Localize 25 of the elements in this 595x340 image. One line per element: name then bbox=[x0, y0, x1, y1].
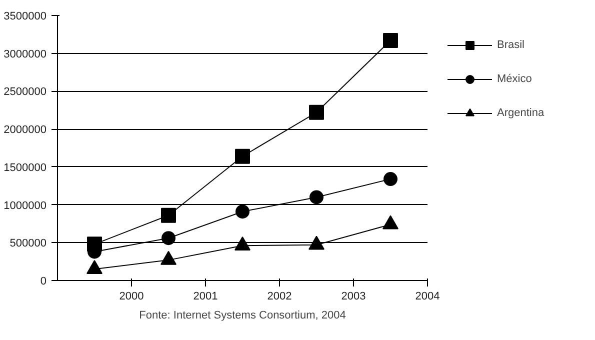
source-note: Fonte: Internet Systems Consortium, 2004 bbox=[139, 310, 346, 322]
y-tick-label: 2000000 bbox=[4, 124, 47, 136]
x-tick-label: 2004 bbox=[415, 290, 440, 302]
y-tick-label: 500000 bbox=[10, 238, 47, 250]
y-tick-label: 2500000 bbox=[4, 86, 47, 98]
y-tick-label: 1500000 bbox=[4, 162, 47, 174]
y-tick-label: 1000000 bbox=[4, 200, 47, 212]
point bbox=[161, 208, 176, 223]
point bbox=[309, 104, 324, 120]
legend-label: México bbox=[497, 73, 532, 85]
y-tick-label: 3000000 bbox=[4, 48, 47, 60]
point bbox=[235, 148, 250, 164]
x-tick-label: 2003 bbox=[341, 290, 366, 302]
point bbox=[383, 32, 398, 48]
y-tick-label: 0 bbox=[40, 276, 47, 288]
legend-label: Argentina bbox=[497, 107, 544, 119]
y-tick-label: 3500000 bbox=[4, 10, 47, 22]
point bbox=[162, 231, 176, 246]
point bbox=[236, 204, 250, 219]
x-tick-label: 2001 bbox=[193, 290, 218, 302]
point bbox=[310, 190, 324, 204]
point bbox=[384, 172, 398, 186]
legend-label: Brasil bbox=[497, 39, 525, 51]
x-tick-label: 2002 bbox=[267, 290, 292, 302]
x-tick-label: 2000 bbox=[119, 290, 144, 302]
